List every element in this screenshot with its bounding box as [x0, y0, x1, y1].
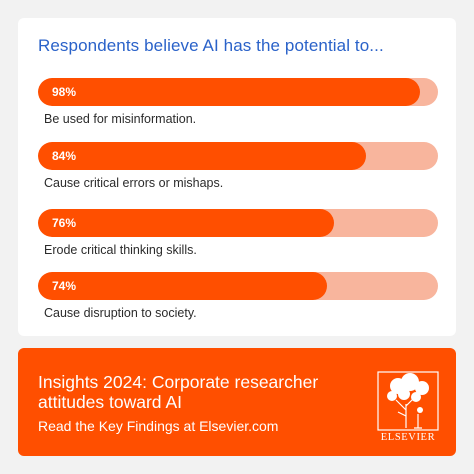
- bar-track: 84%: [38, 142, 438, 170]
- promo-banner[interactable]: Insights 2024: Corporate researcher atti…: [18, 348, 456, 456]
- bar-row: 84% Cause critical errors or mishaps.: [38, 142, 438, 202]
- bar: [38, 209, 334, 237]
- bar-track: 74%: [38, 272, 438, 300]
- chart-title: Respondents believe AI has the potential…: [38, 36, 384, 55]
- bar-value-label: 74%: [52, 279, 77, 293]
- bar-category-label: Be used for misinformation.: [44, 112, 197, 126]
- bar-value-label: 98%: [52, 85, 77, 99]
- bar-value-label: 76%: [52, 216, 77, 230]
- banner-title: Insights 2024: Corporate researcher atti…: [38, 372, 319, 412]
- bar: [38, 142, 366, 170]
- bar-category-label: Cause disruption to society.: [44, 306, 197, 320]
- bar-row: 74% Cause disruption to society.: [38, 272, 438, 332]
- bar: [38, 272, 327, 300]
- bar-row: 98% Be used for misinformation.: [38, 78, 438, 138]
- elsevier-tree-icon: [377, 371, 439, 431]
- bar-track: 98%: [38, 78, 438, 106]
- bar-value-label: 84%: [52, 149, 77, 163]
- bar-track: 76%: [38, 209, 438, 237]
- bar: [38, 78, 420, 106]
- key-findings-link[interactable]: Read the Key Findings at Elsevier.com: [38, 418, 279, 434]
- elsevier-logo: ELSEVIER: [376, 370, 440, 448]
- bar-category-label: Erode critical thinking skills.: [44, 243, 197, 257]
- bar-category-label: Cause critical errors or mishaps.: [44, 176, 224, 190]
- bar-row: 76% Erode critical thinking skills.: [38, 209, 438, 269]
- elsevier-wordmark: ELSEVIER: [380, 432, 436, 443]
